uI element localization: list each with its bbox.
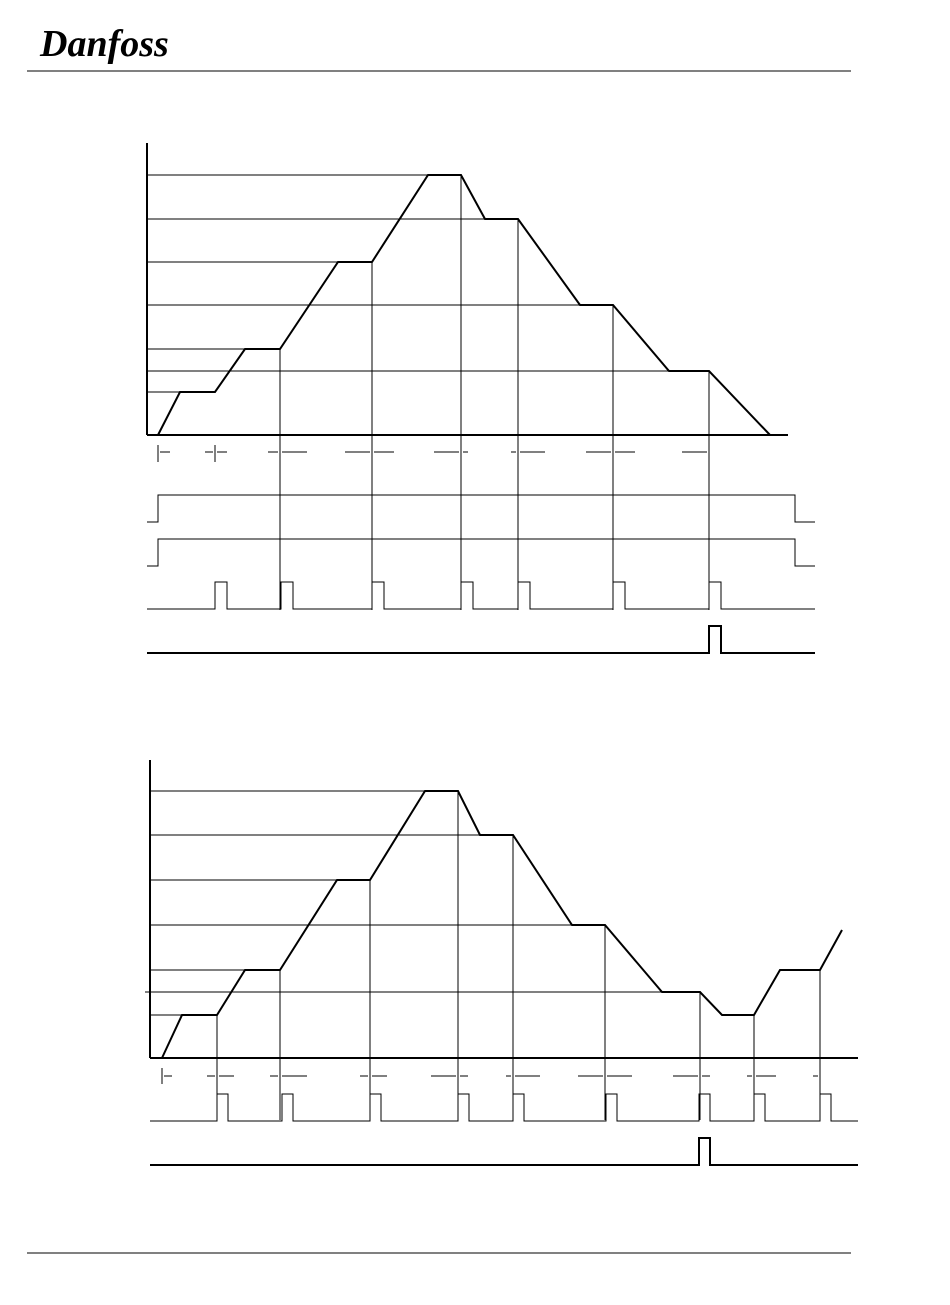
diagram-top (146, 143, 815, 654)
diagram-bottom (145, 760, 858, 1166)
logo: Danfoss (39, 23, 169, 65)
